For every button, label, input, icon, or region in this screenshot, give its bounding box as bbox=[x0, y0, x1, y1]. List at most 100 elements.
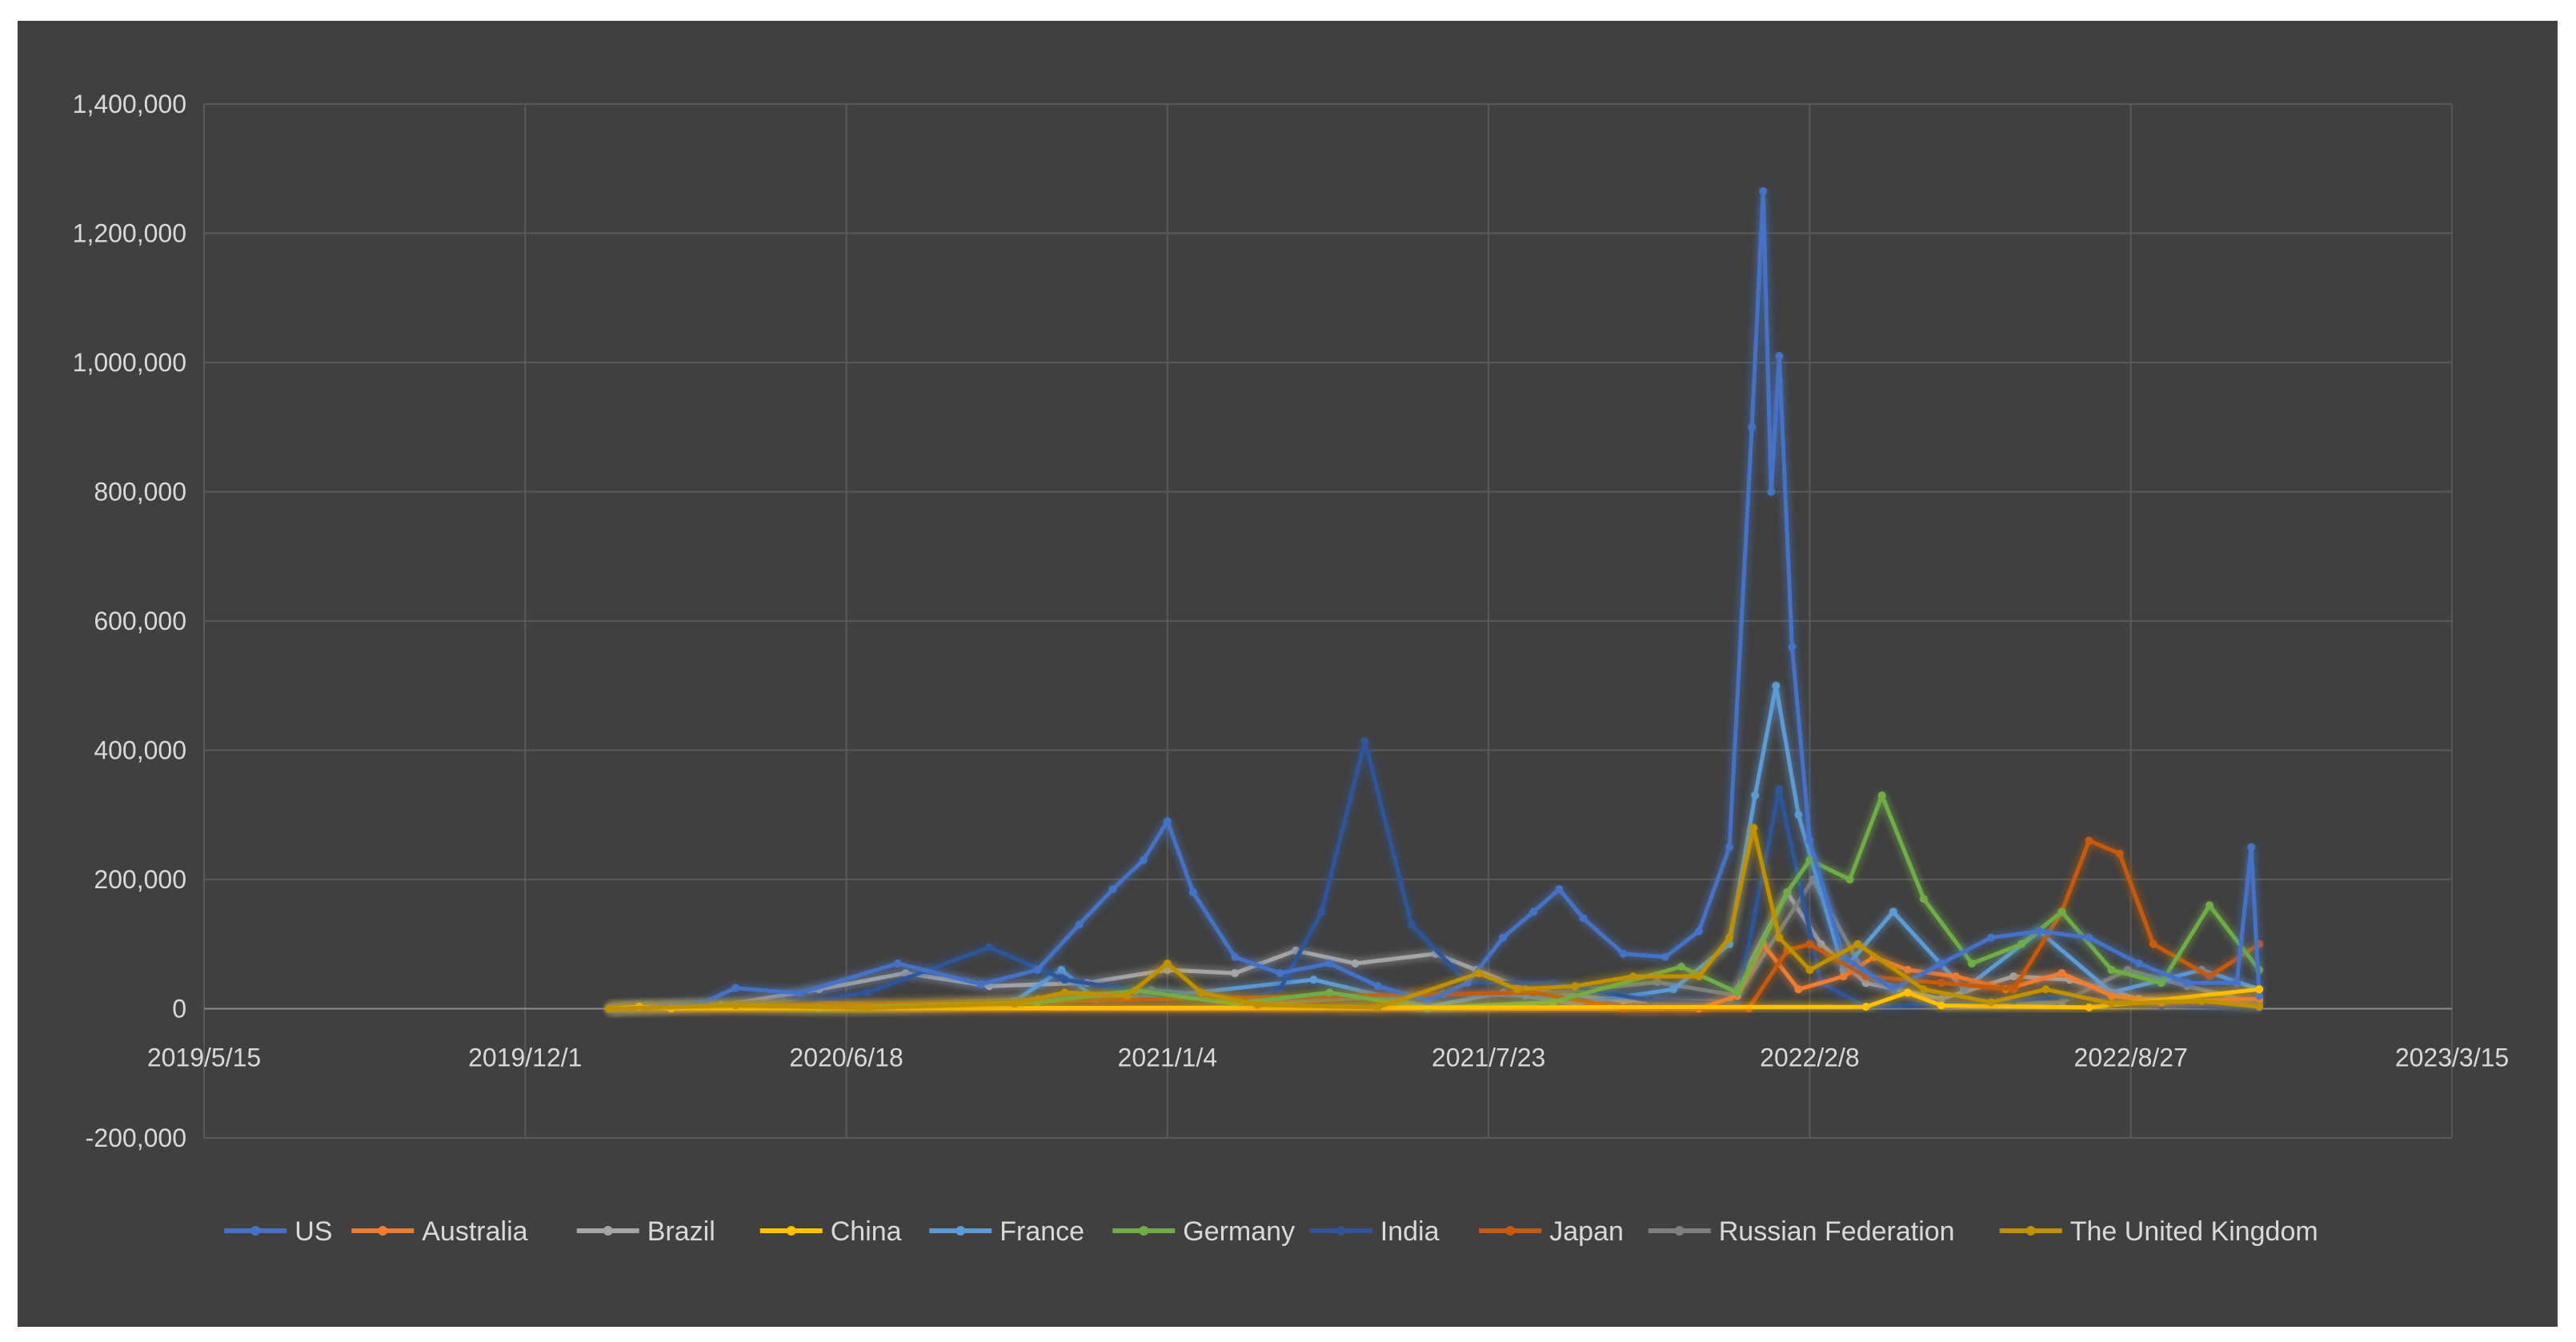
data-point bbox=[1188, 888, 1197, 897]
data-point bbox=[1196, 988, 1205, 997]
data-point bbox=[1919, 895, 1928, 903]
data-point bbox=[2009, 985, 2018, 994]
data-point bbox=[1853, 939, 1862, 948]
data-point bbox=[1677, 963, 1685, 971]
data-point bbox=[1351, 959, 1360, 967]
data-point bbox=[2017, 939, 2026, 948]
data-point bbox=[2009, 972, 2018, 981]
data-point bbox=[1937, 995, 1945, 1003]
x-tick-label: 2022/8/27 bbox=[2074, 1044, 2188, 1072]
legend-marker bbox=[1674, 1226, 1685, 1236]
data-point bbox=[2182, 979, 2191, 987]
gridlines bbox=[203, 103, 2453, 1139]
data-point bbox=[1653, 978, 1661, 987]
data-point bbox=[985, 943, 994, 951]
legend-marker bbox=[2025, 1226, 2036, 1236]
axes: -200,000 0 200,000 400,000 600,000 800,000 1,0… bbox=[73, 90, 2510, 1152]
data-point bbox=[1694, 972, 1703, 981]
legend-marker bbox=[786, 1226, 796, 1236]
data-point bbox=[1571, 982, 1580, 991]
y-tick-label: 600,000 bbox=[94, 607, 186, 635]
data-point bbox=[1231, 952, 1240, 961]
data-point bbox=[1513, 985, 1522, 994]
data-point bbox=[1772, 681, 1781, 690]
x-tick-label: 2021/1/4 bbox=[1118, 1044, 1218, 1072]
data-point bbox=[1163, 966, 1172, 975]
data-point bbox=[1276, 985, 1284, 994]
data-point bbox=[1108, 885, 1117, 894]
data-point bbox=[1839, 966, 1848, 975]
data-point bbox=[2197, 996, 2205, 1005]
data-point bbox=[1751, 791, 1760, 800]
data-point bbox=[2041, 985, 2050, 994]
legend-label: US bbox=[294, 1216, 332, 1247]
data-point bbox=[1960, 985, 1969, 994]
data-point bbox=[1788, 643, 1797, 651]
data-point bbox=[1060, 988, 1069, 997]
data-point bbox=[2255, 991, 2264, 1000]
data-point bbox=[1629, 972, 1637, 981]
x-tick-label: 2019/5/15 bbox=[147, 1044, 261, 1072]
data-point bbox=[1548, 998, 1557, 1007]
series-france bbox=[604, 681, 2264, 1013]
x-tick-label: 2019/12/1 bbox=[468, 1044, 582, 1072]
data-point bbox=[1783, 888, 1792, 897]
data-point bbox=[1407, 920, 1416, 929]
legend-marker bbox=[1336, 1226, 1346, 1236]
legend-item-india: India bbox=[1309, 1216, 1440, 1247]
legend-item-germany: Germany bbox=[1112, 1216, 1295, 1247]
data-point bbox=[2255, 985, 2264, 994]
series-india bbox=[604, 737, 2264, 1013]
data-point bbox=[1749, 823, 1758, 832]
legend-label: The United Kingdom bbox=[2070, 1216, 2318, 1247]
data-point bbox=[1464, 979, 1472, 987]
data-point bbox=[901, 969, 910, 978]
chart-frame: -200,000 0 200,000 400,000 600,000 800,000 1,0… bbox=[18, 21, 2558, 1327]
data-point bbox=[1903, 966, 1912, 975]
data-point bbox=[1725, 933, 1734, 942]
data-point bbox=[1317, 907, 1326, 916]
data-point bbox=[863, 988, 871, 997]
data-point bbox=[731, 983, 740, 992]
data-point bbox=[1423, 996, 1432, 1005]
legend-item-australia: Australia bbox=[351, 1216, 528, 1247]
data-point bbox=[1123, 991, 1132, 1000]
series-line-the-united-kingdom bbox=[608, 825, 2260, 1011]
data-point bbox=[2247, 843, 2256, 851]
legend-label: India bbox=[1380, 1216, 1440, 1247]
legend-label: Brazil bbox=[647, 1216, 715, 1247]
data-point bbox=[1805, 836, 1814, 845]
legend: US Australia Brazil China France Germany India… bbox=[224, 1216, 2318, 1247]
legend-marker bbox=[1139, 1226, 1149, 1236]
legend-item-japan: Japan bbox=[1479, 1216, 1624, 1247]
x-tick-label: 2022/2/8 bbox=[1760, 1044, 1860, 1072]
legend-label: Russian Federation bbox=[1719, 1216, 1955, 1247]
data-point bbox=[1794, 985, 1803, 994]
data-point bbox=[2107, 991, 2116, 1000]
y-tick-label: 200,000 bbox=[94, 865, 186, 894]
data-point bbox=[1861, 1003, 1870, 1012]
data-point bbox=[1733, 988, 1742, 997]
legend-marker bbox=[250, 1226, 261, 1236]
data-point bbox=[1669, 985, 1677, 994]
legend-label: Germany bbox=[1183, 1216, 1295, 1247]
data-point bbox=[1937, 959, 1945, 967]
data-point bbox=[1548, 979, 1557, 987]
legend-label: China bbox=[831, 1216, 902, 1247]
legend-item-china: China bbox=[759, 1216, 902, 1247]
legend-marker bbox=[955, 1226, 966, 1236]
data-point bbox=[2134, 959, 2143, 967]
data-point bbox=[1775, 784, 1784, 793]
data-point bbox=[1555, 885, 1564, 894]
data-point bbox=[1139, 855, 1148, 864]
data-point bbox=[1579, 914, 1588, 923]
data-point bbox=[1011, 999, 1020, 1008]
data-point bbox=[2149, 939, 2157, 948]
data-point bbox=[1767, 487, 1776, 496]
x-tick-label: 2021/7/23 bbox=[1432, 1044, 1545, 1072]
data-point bbox=[2157, 979, 2165, 987]
data-point bbox=[1529, 988, 1538, 997]
data-point bbox=[1529, 907, 1538, 916]
data-point bbox=[1033, 966, 1042, 975]
data-point bbox=[1794, 811, 1803, 819]
